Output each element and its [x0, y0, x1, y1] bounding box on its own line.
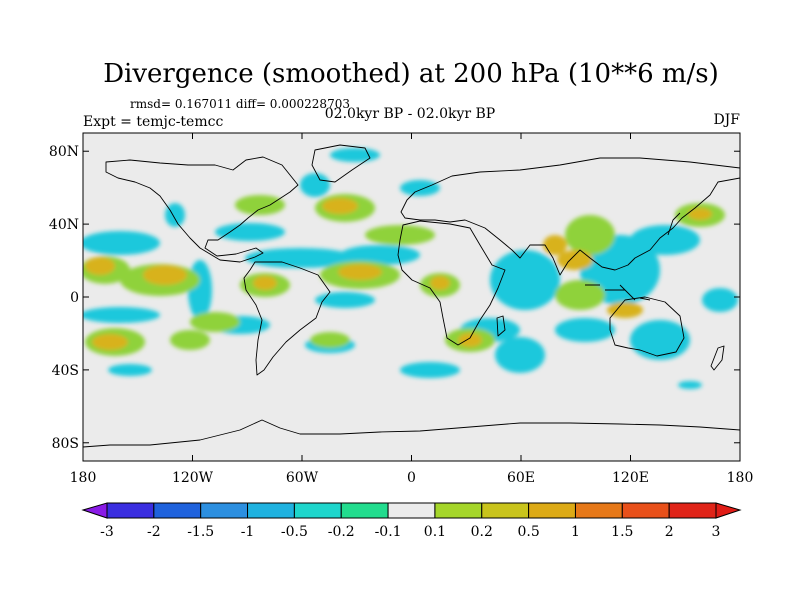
lat-tick-label: 40S: [52, 363, 79, 379]
colorbar-boxes: [106, 502, 717, 519]
lon-tick-label: 120E: [612, 470, 649, 486]
coast-new-zealand: [710, 345, 725, 371]
divergence-field: [83, 144, 740, 448]
colorbar-label: 1.5: [611, 524, 633, 540]
colorbar-label: -2: [147, 524, 161, 540]
lon-tick-label: 120W: [172, 470, 214, 486]
figure-title: Divergence (smoothed) at 200 hPa (10**6 …: [103, 59, 719, 89]
colorbar-label: -1.5: [187, 524, 214, 540]
colorbar-high-triangle: [715, 502, 742, 519]
colorbar-box: [481, 502, 530, 519]
experiment-label: Expt = temjc-temcc: [83, 114, 223, 130]
lon-tick-label: 60E: [507, 470, 535, 486]
lat-tick-label: 40N: [49, 217, 79, 233]
colorbar-box: [293, 502, 342, 519]
colorbar-label: 1: [571, 524, 580, 540]
colorbar-labels: -3 -2 -1.5 -1 -0.5 -0.2 -0.1 0.1 0.2 0.5 1 1.5 2 3: [100, 524, 720, 540]
colorbar: -3 -2 -1.5 -1 -0.5 -0.2 -0.1 0.1 0.2 0.5 1 1.5 2 3: [81, 502, 742, 540]
colorbar-label: -1: [241, 524, 255, 540]
lat-tick-label: 80N: [49, 144, 79, 160]
coast-antarctica: [83, 419, 740, 448]
colorbar-label: 0.5: [517, 524, 539, 540]
map-panel: 180 120W 60W 0 60E 120E 180 80N 40N 0 40S 80S: [49, 132, 754, 486]
colorbar-label: 0.1: [424, 524, 446, 540]
colorbar-box: [668, 502, 717, 519]
positive-divergence-regions: [85, 198, 712, 350]
colorbar-low-triangle: [81, 502, 108, 519]
coast-greenland: [311, 144, 371, 183]
colorbar-box: [574, 502, 623, 519]
colorbar-box: [247, 502, 295, 519]
colorbar-box: [200, 502, 249, 519]
coast-eurasia: [400, 157, 740, 276]
colorbar-box: [528, 502, 576, 519]
colorbar-label: -0.5: [281, 524, 308, 540]
colorbar-label: 0.2: [471, 524, 493, 540]
coastlines: [83, 144, 740, 448]
stats-label: rmsd= 0.167011 diff= 0.000228703: [130, 97, 350, 111]
coast-australia: [609, 296, 685, 357]
colorbar-label: 3: [712, 524, 721, 540]
coast-north-america: [105, 156, 299, 263]
colorbar-box: [621, 502, 670, 519]
colorbar-box: [153, 502, 202, 519]
colorbar-label: -0.1: [375, 524, 402, 540]
colorbar-box: [434, 502, 483, 519]
colorbar-box: [340, 502, 389, 519]
lon-tick-label: 180: [727, 470, 754, 486]
coast-japan: [667, 212, 681, 236]
season-label: DJF: [713, 112, 740, 128]
coast-madagascar: [496, 315, 506, 337]
colorbar-label: 2: [665, 524, 674, 540]
period-label: 02.0kyr BP - 02.0kyr BP: [325, 106, 495, 122]
colorbar-box: [387, 502, 436, 519]
latitude-axis: 80N 40N 0 40S 80S: [49, 144, 740, 452]
coast-africa: [397, 220, 506, 346]
coast-indonesia: [585, 284, 651, 301]
colorbar-box: [106, 502, 155, 519]
lat-tick-label: 0: [70, 290, 79, 306]
coast-south-america: [243, 261, 331, 376]
colorbar-label: -0.2: [328, 524, 355, 540]
longitude-axis: 180 120W 60W 0 60E 120E 180: [70, 133, 754, 486]
lat-tick-label: 80S: [52, 436, 79, 452]
lon-tick-label: 180: [70, 470, 97, 486]
lon-tick-label: 0: [407, 470, 416, 486]
colorbar-label: -3: [100, 524, 114, 540]
lon-tick-label: 60W: [286, 470, 319, 486]
